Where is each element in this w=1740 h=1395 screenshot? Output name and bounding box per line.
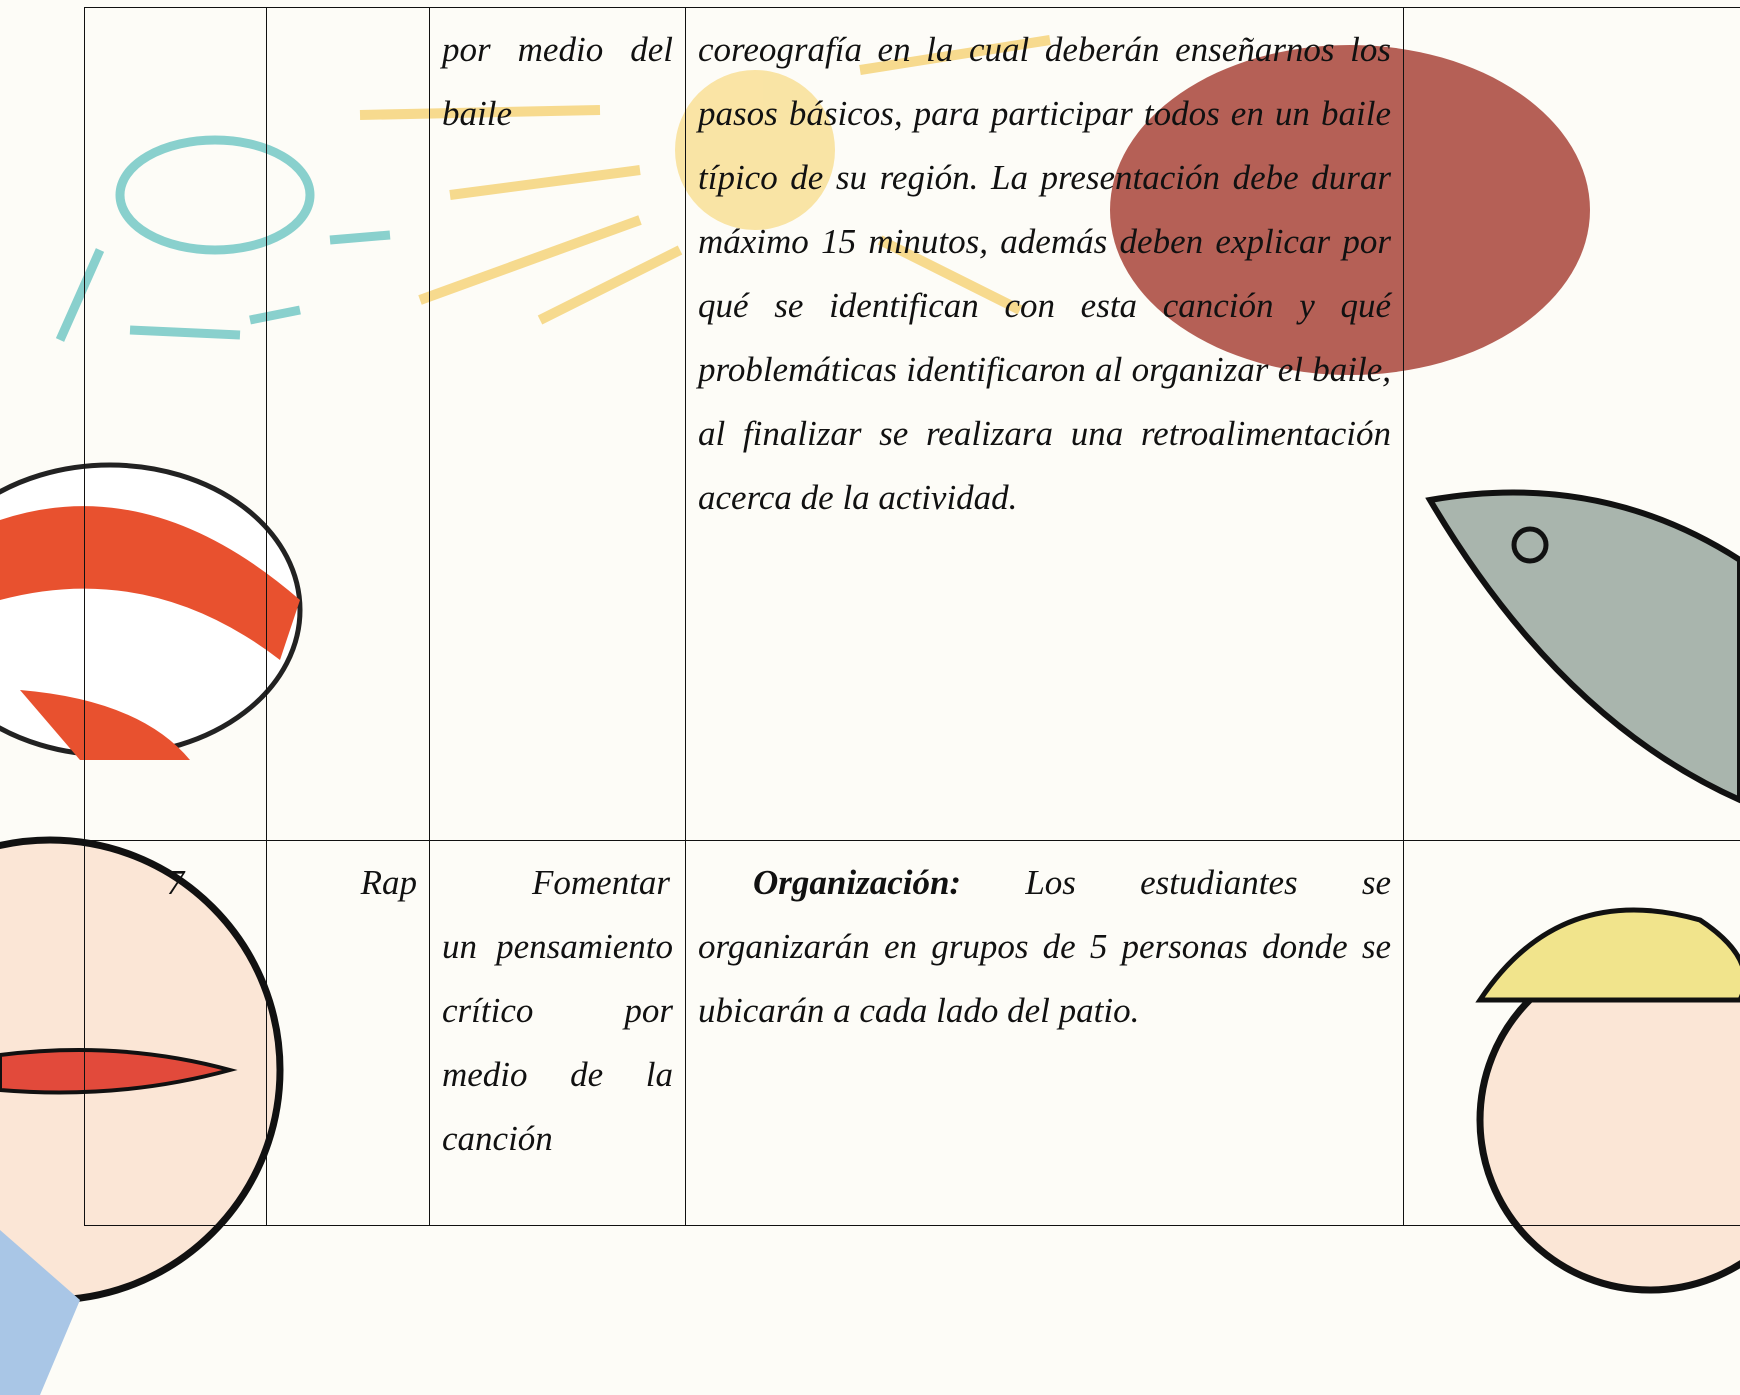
description-text: Los estudiantes se organizarán en grupos… bbox=[698, 863, 1392, 1030]
objective: por medio del baile bbox=[429, 7, 686, 841]
session-number: 7 bbox=[84, 840, 267, 1226]
label: Organización: bbox=[753, 863, 962, 902]
table-row: por medio del baile coreografía en la cu… bbox=[84, 7, 1740, 841]
table-cell bbox=[1403, 7, 1740, 841]
song: Rap bbox=[266, 840, 430, 1226]
activities-table: por medio del baile coreografía en la cu… bbox=[84, 7, 1740, 1226]
description: coreografía en la cual deberán enseñarno… bbox=[685, 7, 1404, 841]
table-cell bbox=[84, 7, 267, 841]
objective: Fomentar un pensamiento crítico por medi… bbox=[429, 840, 686, 1226]
table-cell bbox=[266, 7, 430, 841]
description: Organización: Los estudiantes se organiz… bbox=[685, 840, 1404, 1226]
table-cell bbox=[1403, 840, 1740, 1226]
table-row: 7 Rap Fomentar un pensamiento crítico po… bbox=[84, 840, 1740, 1226]
